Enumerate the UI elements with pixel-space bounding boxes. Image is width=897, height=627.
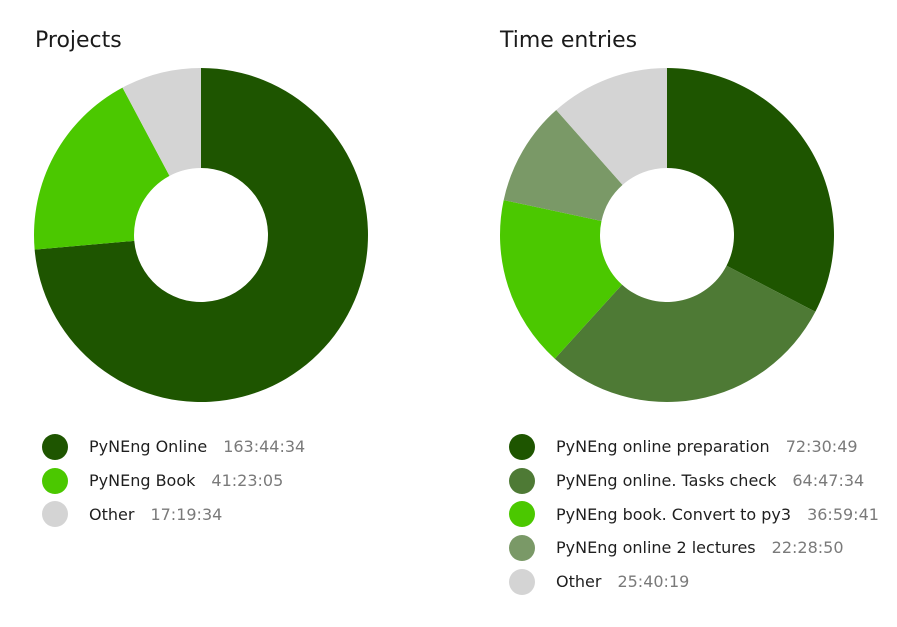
legend-duration: 22:28:50 bbox=[771, 538, 844, 558]
legend-duration: 36:59:41 bbox=[807, 504, 879, 524]
legend-swatch bbox=[42, 501, 68, 528]
legend-swatch bbox=[42, 433, 68, 460]
legend-item[interactable]: PyNEng online. Tasks check 64:47:34 bbox=[509, 464, 879, 498]
donut-slice-pyneng-book-convert-to-py3[interactable] bbox=[500, 200, 622, 359]
legend-label: Other bbox=[556, 572, 602, 592]
legend-duration: 64:47:34 bbox=[792, 471, 865, 491]
legend-label: PyNEng Book bbox=[89, 471, 196, 491]
legend-label: PyNEng online 2 lectures bbox=[556, 538, 756, 558]
donut-slice-other[interactable] bbox=[122, 68, 201, 176]
legend-label: PyNEng online preparation bbox=[556, 437, 770, 457]
legend-swatch bbox=[509, 534, 535, 561]
projects-legend: PyNEng Online 163:44:34 PyNEng Book 41:23:0… bbox=[42, 430, 305, 531]
donut-slice-other[interactable] bbox=[556, 68, 667, 185]
donut-slice-pyneng-online-2-lectures[interactable] bbox=[503, 110, 623, 221]
time-entries-title: Time entries bbox=[500, 28, 638, 53]
legend-label: Other bbox=[89, 504, 135, 524]
legend-item[interactable]: Other 17:19:34 bbox=[42, 497, 305, 531]
legend-swatch bbox=[509, 501, 535, 528]
projects-donut-chart bbox=[34, 68, 369, 402]
donut-slice-pyneng-online-tasks-check[interactable] bbox=[554, 265, 816, 402]
legend-duration: 17:19:34 bbox=[150, 504, 223, 524]
donut-slice-pyneng-book[interactable] bbox=[34, 87, 170, 250]
legend-item[interactable]: Other 25:40:19 bbox=[509, 565, 879, 599]
legend-duration: 41:23:05 bbox=[211, 471, 284, 491]
legend-item[interactable]: PyNEng Book 41:23:05 bbox=[42, 464, 305, 498]
legend-swatch bbox=[509, 467, 535, 494]
legend-label: PyNEng book. Convert to py3 bbox=[556, 504, 792, 524]
legend-duration: 25:40:19 bbox=[617, 572, 690, 592]
legend-swatch bbox=[42, 467, 68, 494]
legend-duration: 72:30:49 bbox=[785, 437, 858, 457]
legend-swatch bbox=[509, 568, 535, 595]
legend-label: PyNEng Online bbox=[89, 437, 208, 457]
legend-item[interactable]: PyNEng online preparation 72:30:49 bbox=[509, 430, 879, 464]
legend-swatch bbox=[509, 433, 535, 460]
time-entries-legend: PyNEng online preparation 72:30:49 PyNEng … bbox=[509, 430, 879, 598]
projects-title: Projects bbox=[35, 28, 122, 53]
legend-label: PyNEng online. Tasks check bbox=[556, 471, 777, 491]
donut-slice-pyneng-online-preparation[interactable] bbox=[667, 68, 834, 312]
legend-item[interactable]: PyNEng Online 163:44:34 bbox=[42, 430, 305, 464]
legend-item[interactable]: PyNEng book. Convert to py3 36:59:41 bbox=[509, 497, 879, 531]
legend-duration: 163:44:34 bbox=[223, 437, 306, 457]
time-entries-donut-chart bbox=[500, 68, 834, 402]
legend-item[interactable]: PyNEng online 2 lectures 22:28:50 bbox=[509, 531, 879, 565]
donut-slice-pyneng-online[interactable] bbox=[34, 68, 369, 402]
